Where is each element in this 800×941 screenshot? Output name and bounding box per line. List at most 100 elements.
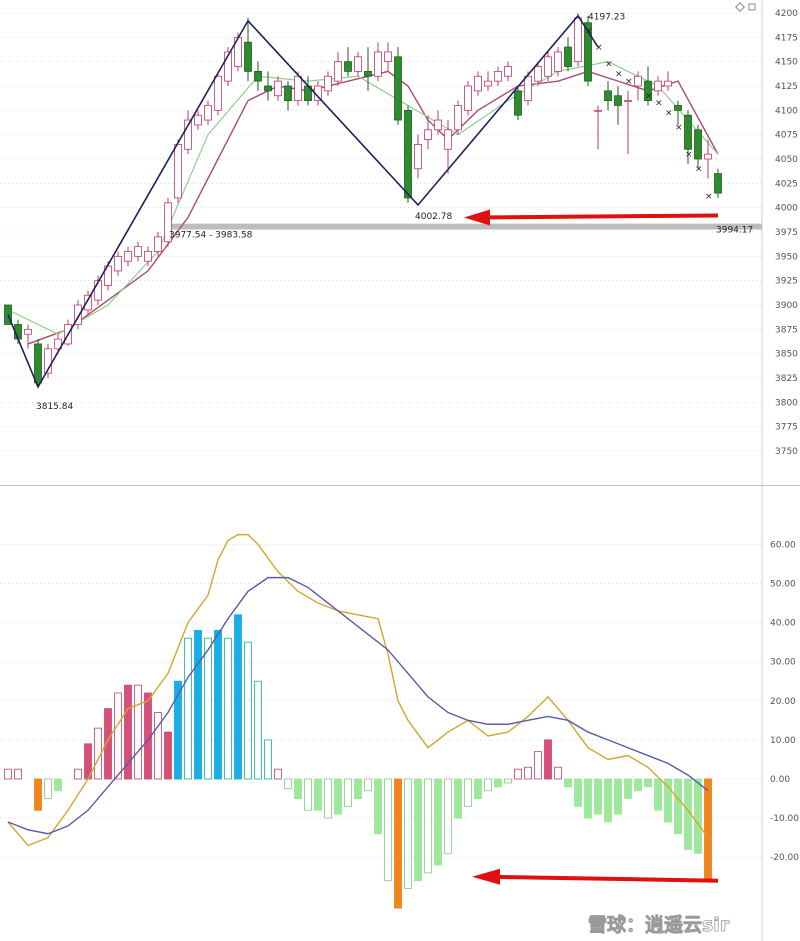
candle-body bbox=[124, 251, 132, 262]
histogram-bar bbox=[204, 637, 212, 780]
candle-body bbox=[464, 85, 472, 111]
histogram-bar bbox=[154, 712, 162, 780]
histogram-bar bbox=[544, 739, 552, 780]
candle-body bbox=[674, 105, 682, 111]
histogram-bar bbox=[494, 778, 502, 788]
candle-body bbox=[714, 173, 722, 194]
candle-body bbox=[184, 119, 192, 150]
low-label: 3815.84 bbox=[36, 402, 73, 412]
candle-body bbox=[24, 328, 32, 335]
histogram-bar bbox=[234, 614, 242, 780]
dea-line bbox=[7, 576, 709, 835]
y-tick-label: 60.00 bbox=[770, 540, 796, 550]
candle-body bbox=[74, 304, 82, 325]
candle-body bbox=[194, 114, 202, 126]
histogram-bar bbox=[614, 778, 622, 815]
x-marker: × bbox=[615, 69, 623, 79]
histogram-bar bbox=[404, 778, 412, 889]
candle-body bbox=[324, 75, 332, 92]
histogram-bar bbox=[194, 629, 202, 780]
ma-short-line bbox=[7, 61, 719, 335]
histogram-bar bbox=[664, 778, 672, 823]
histogram-bar bbox=[644, 778, 652, 788]
candle-body bbox=[534, 66, 542, 82]
candle-body bbox=[414, 143, 422, 170]
histogram-bar bbox=[244, 641, 252, 780]
histogram-bar bbox=[214, 629, 222, 780]
histogram-bar bbox=[304, 778, 312, 811]
y-tick-label: 3975 bbox=[775, 228, 798, 238]
candle-body bbox=[224, 51, 232, 82]
candle-body bbox=[574, 17, 582, 63]
x-marker: × bbox=[705, 192, 713, 202]
candle-body bbox=[604, 90, 612, 102]
histogram-bar bbox=[374, 778, 382, 835]
y-tick-label: 3750 bbox=[775, 447, 798, 457]
candle-body bbox=[474, 75, 482, 92]
x-marker: × bbox=[605, 60, 613, 70]
candle-body bbox=[214, 75, 222, 111]
y-tick-label: 0.00 bbox=[770, 775, 790, 785]
y-tick-label: 3850 bbox=[775, 350, 798, 360]
histogram-bar bbox=[424, 778, 432, 874]
histogram-bar bbox=[74, 768, 82, 780]
histogram-bar bbox=[654, 778, 662, 811]
candle-body bbox=[134, 246, 142, 257]
support-band bbox=[168, 223, 762, 230]
y-tick-label: 3775 bbox=[775, 423, 798, 433]
histogram-bar bbox=[384, 778, 392, 882]
candle-body bbox=[564, 46, 572, 67]
watermark-text: 雪球：逍遥云sir bbox=[588, 913, 730, 936]
histogram-bar bbox=[534, 751, 542, 780]
histogram-bar bbox=[584, 778, 592, 819]
square-icon bbox=[748, 3, 756, 11]
candle-body bbox=[434, 119, 442, 131]
candle-body bbox=[274, 80, 282, 97]
candle-body bbox=[54, 338, 62, 350]
candle-body bbox=[164, 202, 172, 243]
candle-body bbox=[694, 129, 702, 160]
candle-body bbox=[684, 114, 692, 150]
candle-body bbox=[654, 80, 662, 92]
mid-low-label: 4002.78 bbox=[415, 212, 452, 222]
candle-body bbox=[364, 71, 372, 77]
y-tick-label: 50.00 bbox=[770, 580, 796, 590]
x-marker: × bbox=[675, 123, 683, 133]
y-tick-label: 3875 bbox=[775, 325, 798, 335]
y-tick-label: 4050 bbox=[775, 155, 798, 165]
candle-body bbox=[344, 61, 352, 72]
candle-body bbox=[144, 251, 152, 262]
histogram-bar bbox=[124, 684, 132, 780]
histogram-bar bbox=[624, 778, 632, 799]
candle-body bbox=[644, 80, 652, 101]
dif-line bbox=[7, 533, 709, 847]
histogram-bar bbox=[14, 768, 22, 780]
candle-body bbox=[154, 236, 162, 252]
histogram-bar bbox=[574, 778, 582, 807]
histogram-bar bbox=[44, 778, 52, 799]
x-marker: × bbox=[685, 150, 693, 160]
candle-body bbox=[444, 129, 452, 150]
histogram-bar bbox=[634, 778, 642, 792]
x-marker: × bbox=[625, 77, 633, 87]
histogram-bar bbox=[334, 778, 342, 815]
y-tick-label: 3950 bbox=[775, 252, 798, 262]
band-label: 3977.54 - 3983.58 bbox=[169, 231, 253, 241]
y-tick-label: 4000 bbox=[775, 204, 798, 214]
x-marker: × bbox=[695, 165, 703, 175]
histogram-bar bbox=[174, 680, 182, 780]
candle-body bbox=[634, 75, 642, 87]
candle-body bbox=[254, 71, 262, 82]
candle-body bbox=[84, 294, 92, 311]
red-arrowhead bbox=[464, 209, 490, 226]
candle-body bbox=[664, 80, 672, 87]
x-marker: × bbox=[665, 108, 673, 118]
y-tick-label: -10.00 bbox=[770, 814, 799, 824]
candle-body bbox=[504, 66, 512, 77]
histogram-bar bbox=[504, 778, 512, 784]
histogram-bar bbox=[524, 766, 532, 780]
histogram-bar bbox=[54, 778, 62, 792]
histogram-bar bbox=[454, 778, 462, 819]
y-tick-label: 3800 bbox=[775, 398, 798, 408]
histogram-bar bbox=[114, 692, 122, 780]
